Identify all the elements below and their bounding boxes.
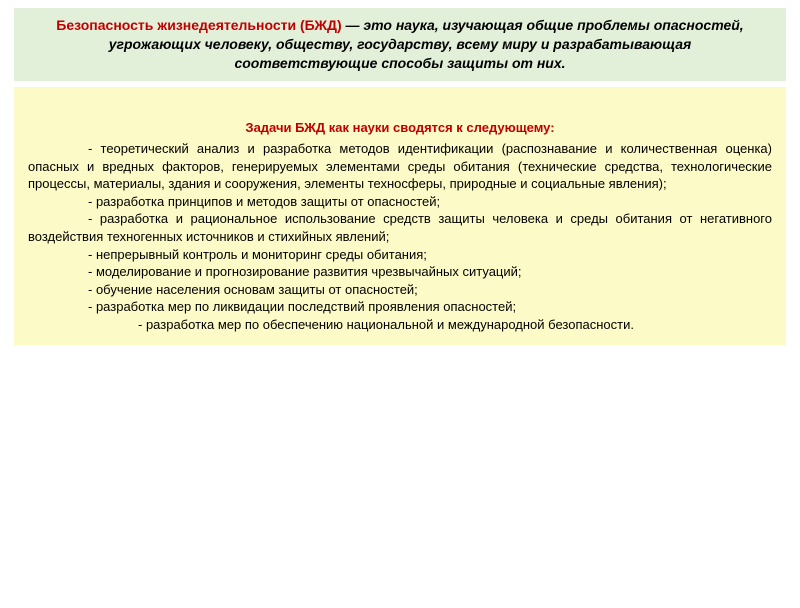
task-item: - моделирование и прогнозирование развит… xyxy=(28,263,772,281)
tasks-box: Задачи БЖД как науки сводятся к следующе… xyxy=(14,87,786,346)
task-item: - непрерывный контроль и мониторинг сред… xyxy=(28,246,772,264)
definition-lead: Безопасность жизнедеятельности (БЖД) xyxy=(56,17,341,33)
task-item: - теоретический анализ и разработка мето… xyxy=(28,140,772,193)
task-item: - разработка мер по ликвидации последств… xyxy=(28,298,772,316)
task-item: - обучение населения основам защиты от о… xyxy=(28,281,772,299)
task-item: - разработка принципов и методов защиты … xyxy=(28,193,772,211)
definition-box: Безопасность жизнедеятельности (БЖД) — э… xyxy=(14,8,786,81)
tasks-title: Задачи БЖД как науки сводятся к следующе… xyxy=(28,119,772,137)
task-item: - разработка и рациональное использовани… xyxy=(28,210,772,245)
task-item-last: - разработка мер по обеспечению национал… xyxy=(28,316,772,334)
